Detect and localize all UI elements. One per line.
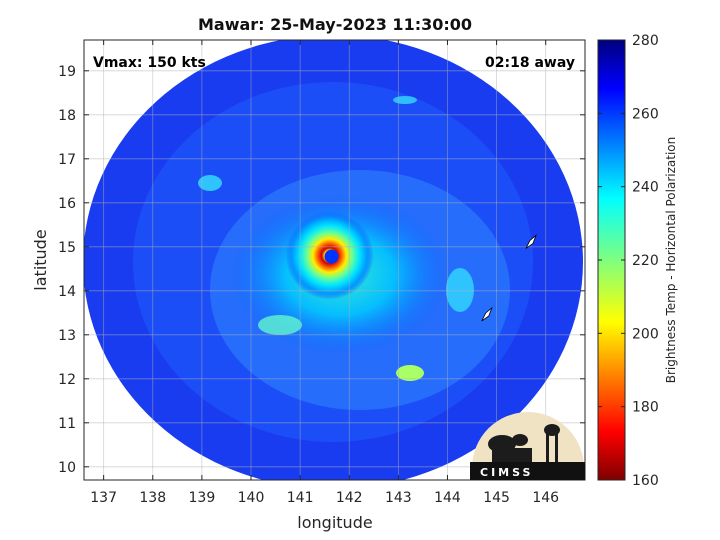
island-outline: [481, 306, 493, 322]
logo-ground: [470, 462, 585, 480]
y-tick-label: 19: [58, 64, 76, 80]
rainband-blob: [446, 268, 474, 312]
island-outline: [525, 234, 537, 249]
y-tick-label: 11: [58, 416, 76, 432]
rainband-blob: [396, 365, 424, 381]
building-icon: [492, 448, 532, 462]
y-tick-label: 15: [58, 240, 76, 256]
x-tick-label: 137: [90, 490, 117, 506]
water-tower-icon: [544, 424, 560, 436]
storm-eye: [324, 249, 339, 264]
dish-icon: [512, 434, 528, 446]
y-tick-label: 18: [58, 108, 76, 124]
time-away-annotation: 02:18 away: [485, 55, 575, 71]
colorbar-tick-label: 200: [632, 326, 659, 342]
islands: [481, 234, 537, 322]
x-tick-label: 146: [532, 490, 559, 506]
x-tick-label: 141: [287, 490, 314, 506]
cimss-logo: CIMSS: [470, 412, 585, 480]
x-tick-label: 143: [385, 490, 412, 506]
x-tick-label: 142: [336, 490, 363, 506]
swath-group: [84, 40, 583, 480]
colorbar: [597, 39, 626, 481]
x-axis-label: longitude: [297, 513, 372, 532]
x-tick-label: 138: [139, 490, 166, 506]
colorbar-tick-label: 160: [632, 473, 659, 489]
rainband-blob: [393, 96, 417, 104]
x-tick-label: 144: [434, 490, 461, 506]
colorbar-tick-label: 240: [632, 180, 659, 196]
y-tick-label: 13: [58, 328, 76, 344]
y-axis-label: latitude: [31, 229, 50, 290]
x-tick-label: 139: [189, 490, 216, 506]
y-tick-label: 16: [58, 196, 76, 212]
y-tick-label: 12: [58, 372, 76, 388]
vmax-annotation: Vmax: 150 kts: [93, 55, 206, 71]
x-ticks: 137 138 139 140 141 142 143 144 145 146: [90, 40, 559, 506]
grid-lines: [84, 40, 585, 480]
x-tick-label: 145: [483, 490, 510, 506]
colorbar-tick-label: 220: [632, 253, 659, 269]
y-ticks: 10 11 12 13 14 15 16 17 18 19: [58, 64, 585, 476]
colorbar-label: Brightness Temp - Horizontal Polarizatio…: [664, 137, 678, 384]
y-tick-label: 14: [58, 284, 76, 300]
y-tick-label: 10: [58, 460, 76, 476]
x-tick-label: 140: [238, 490, 265, 506]
water-tower-leg: [555, 434, 558, 462]
logo-text: CIMSS: [480, 466, 533, 479]
axes-box: [83, 39, 586, 481]
chart-title: Mawar: 25-May-2023 11:30:00: [198, 15, 472, 34]
water-tower-leg: [546, 434, 549, 462]
colorbar-tick-label: 180: [632, 400, 659, 416]
rainband-blob: [198, 175, 222, 191]
colorbar-ticks: 160 180 200 220 240 260 280: [598, 33, 659, 489]
colorbar-tick-label: 280: [632, 33, 659, 49]
y-tick-label: 17: [58, 152, 76, 168]
rainband-blob: [258, 315, 302, 335]
colorbar-tick-label: 260: [632, 106, 659, 122]
